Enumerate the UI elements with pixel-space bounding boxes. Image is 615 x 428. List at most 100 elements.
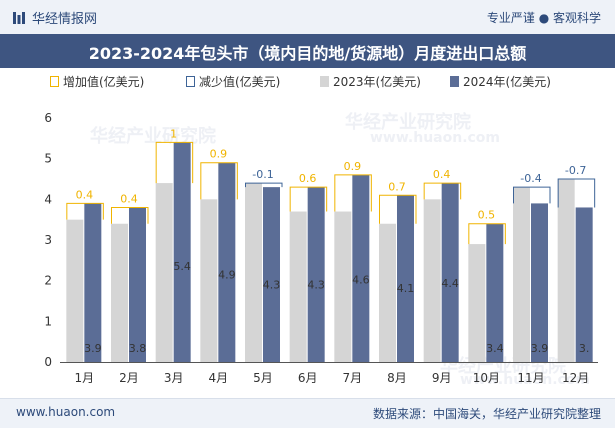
x-tick-label: 9月	[432, 371, 452, 385]
bar-2024	[218, 162, 236, 362]
x-tick-label: 1月	[75, 371, 95, 385]
legend-item-2023: 2023年(亿美元)	[320, 73, 421, 90]
y-tick-label: 4	[44, 192, 52, 206]
bar-2023	[379, 223, 396, 362]
increase-bracket	[66, 202, 104, 220]
bar-2024	[173, 142, 191, 362]
x-tick-label: 10月	[473, 371, 500, 385]
increase-bracket	[111, 206, 149, 224]
y-tick-label: 6	[44, 111, 52, 125]
bar-2024	[307, 187, 325, 362]
title-bar: 2023-2024年包头市（境内目的地/货源地）月度进出口总额	[0, 34, 615, 68]
bar-2023	[423, 199, 441, 362]
legend-swatch-decrease	[186, 76, 195, 87]
decrease-bracket	[513, 186, 551, 204]
bar-value-label: 4.6	[352, 273, 370, 286]
legend-swatch-2023	[320, 76, 329, 87]
bar-2024	[486, 223, 504, 362]
bar-value-label: 3.9	[531, 342, 549, 355]
legend-label-2023: 2023年(亿美元)	[333, 75, 421, 89]
bar-2023	[200, 199, 218, 362]
change-label: 0.4	[120, 192, 138, 205]
bar-2023	[111, 223, 128, 362]
increase-bracket	[334, 174, 372, 212]
bar-2023	[155, 183, 173, 362]
brand-name: 华经情报网	[32, 12, 98, 27]
change-label: 0.9	[210, 148, 228, 161]
chart-title: 2023-2024年包头市（境内目的地/货源地）月度进出口总额	[88, 44, 527, 63]
bar-2024	[531, 203, 548, 362]
x-tick-label: 12月	[562, 371, 589, 385]
x-tick-label: 6月	[298, 371, 318, 385]
legend-label-increase: 增加值(亿美元)	[63, 75, 145, 89]
bar-2024	[441, 183, 459, 362]
bar-2023	[245, 183, 262, 362]
bar-value-label: 4.9	[218, 268, 236, 281]
brand: 华经情报网	[12, 8, 97, 27]
bar-value-label: 5.4	[173, 260, 191, 273]
top-bar: 华经情报网 专业严谨 ● 客观科学	[0, 0, 615, 35]
change-label: 0.7	[388, 180, 406, 193]
x-tick-label: 8月	[387, 371, 407, 385]
bar-2024	[263, 187, 280, 362]
y-tick-label: 0	[44, 355, 52, 369]
bar-2023	[289, 211, 307, 362]
bar-2024	[575, 207, 593, 362]
x-tick-label: 11月	[517, 371, 544, 385]
change-label: 0.5	[478, 209, 496, 222]
bar-2024	[84, 203, 102, 362]
x-tick-label: 4月	[209, 371, 229, 385]
bar-value-label: 3.9	[84, 342, 102, 355]
y-tick-label: 1	[44, 314, 52, 328]
bar-value-label: 4.4	[441, 277, 459, 290]
legend-item-increase: 增加值(亿美元)	[50, 73, 144, 90]
bar-2023	[334, 211, 352, 362]
bar-2023	[557, 179, 575, 362]
legend-swatch-2024	[450, 76, 459, 87]
increase-bracket	[289, 186, 328, 212]
x-tick-label: 7月	[343, 371, 363, 385]
increase-bracket	[155, 141, 194, 184]
footer-url[interactable]: www.huaon.com	[16, 405, 116, 419]
change-label: 0.4	[433, 168, 451, 181]
legend-swatch-increase	[50, 76, 59, 87]
decrease-bracket	[557, 178, 596, 208]
change-label: 0.4	[76, 188, 94, 201]
change-label: -0.4	[520, 172, 541, 185]
change-label: 0.9	[344, 160, 362, 173]
increase-bracket	[200, 162, 238, 200]
brand-logo-icon	[13, 12, 25, 24]
y-tick-label: 2	[44, 274, 52, 288]
bar-2024	[129, 207, 146, 362]
legend-item-2024: 2024年(亿美元)	[450, 73, 551, 90]
increase-bracket	[423, 182, 462, 200]
bar-value-label: 4.3	[307, 279, 325, 292]
legend-item-decrease: 减少值(亿美元)	[186, 73, 280, 90]
x-tick-label: 3月	[164, 371, 184, 385]
legend-label-2024: 2024年(亿美元)	[463, 75, 551, 89]
footer: www.huaon.com 数据来源：中国海关，华经产业研究院整理	[0, 398, 615, 428]
bar-value-label: 4.3	[263, 279, 281, 292]
bar-chart: 0 1 2 3 4 5 6 0.4 3.9 1月 0.4 3.8 2月 1 5.4 3月 0.9 4.9 4月 -0.…	[44, 111, 598, 385]
y-tick-label: 5	[44, 152, 52, 166]
bar-2024	[397, 195, 414, 362]
change-label: 1	[170, 127, 177, 140]
bar-2023	[66, 219, 84, 362]
bar-2023	[513, 187, 530, 362]
change-label: -0.7	[565, 164, 586, 177]
decrease-bracket	[245, 182, 283, 188]
increase-bracket	[379, 194, 417, 224]
bar-value-label: 3.	[579, 342, 590, 355]
x-tick-label: 2月	[119, 371, 139, 385]
bar-value-label: 4.1	[397, 282, 415, 295]
change-label: -0.1	[252, 168, 273, 181]
legend-label-decrease: 减少值(亿美元)	[199, 75, 281, 89]
y-tick-label: 3	[44, 233, 52, 247]
x-tick-label: 5月	[253, 371, 273, 385]
change-label: 0.6	[299, 172, 317, 185]
data-source: 数据来源：中国海关，华经产业研究院整理	[372, 407, 601, 421]
bar-2024	[352, 174, 370, 362]
bar-value-label: 3.4	[486, 342, 504, 355]
increase-bracket	[468, 223, 506, 245]
bar-2023	[468, 244, 486, 362]
